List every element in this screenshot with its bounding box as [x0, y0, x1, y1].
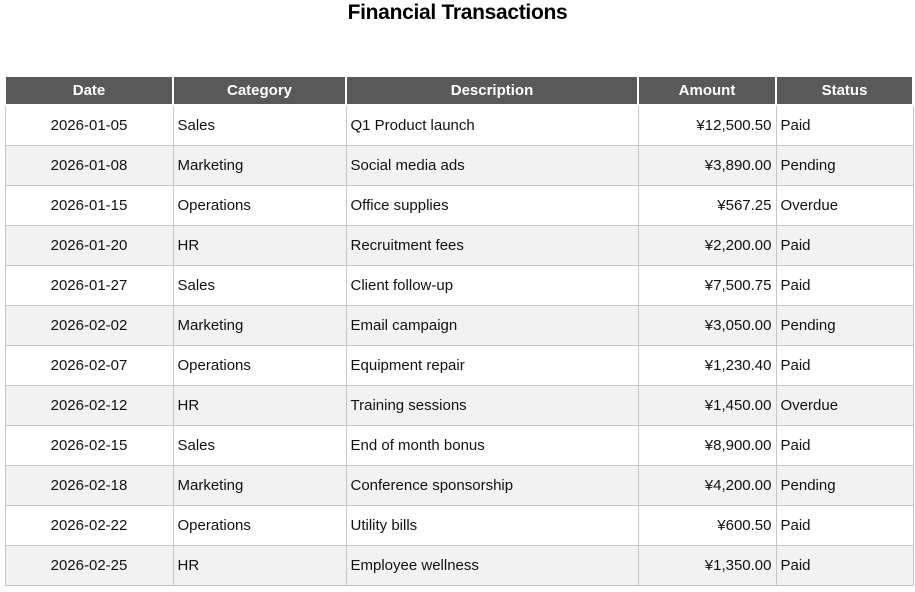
- cell-description: Conference sponsorship: [345, 465, 639, 506]
- cell-description: Training sessions: [345, 385, 639, 426]
- page-title: Financial Transactions: [347, 1, 568, 24]
- column-header-status: Status: [775, 75, 914, 106]
- cell-date: 2026-02-25: [4, 545, 174, 586]
- cell-date: 2026-02-22: [4, 505, 174, 546]
- cell-category: Marketing: [172, 305, 347, 346]
- cell-category: Operations: [172, 185, 347, 226]
- cell-category: Sales: [172, 425, 347, 466]
- cell-status: Paid: [775, 104, 914, 146]
- cell-description: Client follow-up: [345, 265, 639, 306]
- column-header-amount: Amount: [637, 75, 777, 106]
- cell-description: Utility bills: [345, 505, 639, 546]
- cell-status: Paid: [775, 505, 914, 546]
- cell-date: 2026-01-20: [4, 225, 174, 266]
- cell-amount: ¥1,350.00: [637, 545, 777, 586]
- table-row: 2026-02-07 Operations Equipment repair ¥1,2…: [4, 345, 914, 386]
- cell-status: Overdue: [775, 385, 914, 426]
- column-header-date: Date: [4, 75, 174, 106]
- column-header-description: Description: [345, 75, 639, 106]
- cell-amount: ¥3,050.00: [637, 305, 777, 346]
- table-row: 2026-02-22 Operations Utility bills ¥600.50…: [4, 505, 914, 546]
- cell-status: Paid: [775, 225, 914, 266]
- table-row: 2026-01-20 HR Recruitment fees ¥2,200.00 Pai…: [4, 225, 914, 266]
- cell-amount: ¥567.25: [637, 185, 777, 226]
- cell-amount: ¥600.50: [637, 505, 777, 546]
- cell-amount: ¥7,500.75: [637, 265, 777, 306]
- cell-status: Paid: [775, 545, 914, 586]
- table-header: Date Category Description Amount Status: [4, 75, 914, 106]
- table-body: 2026-01-05 Sales Q1 Product launch ¥12,500.…: [4, 104, 914, 586]
- cell-description: Equipment repair: [345, 345, 639, 386]
- transactions-table: Date Category Description Amount Status 2026…: [4, 75, 914, 586]
- table-row: 2026-02-12 HR Training sessions ¥1,450.00 Ov…: [4, 385, 914, 426]
- cell-category: Sales: [172, 265, 347, 306]
- cell-category: Marketing: [172, 145, 347, 186]
- cell-category: Operations: [172, 345, 347, 386]
- table-row: 2026-02-15 Sales End of month bonus ¥8,900.…: [4, 425, 914, 466]
- cell-category: HR: [172, 385, 347, 426]
- cell-date: 2026-01-08: [4, 145, 174, 186]
- cell-status: Pending: [775, 305, 914, 346]
- cell-date: 2026-02-15: [4, 425, 174, 466]
- cell-description: End of month bonus: [345, 425, 639, 466]
- cell-category: HR: [172, 545, 347, 586]
- cell-date: 2026-02-18: [4, 465, 174, 506]
- cell-amount: ¥2,200.00: [637, 225, 777, 266]
- table-row: 2026-01-15 Operations Office supplies ¥567.…: [4, 185, 914, 226]
- cell-date: 2026-02-07: [4, 345, 174, 386]
- table-row: 2026-02-02 Marketing Email campaign ¥3,050.…: [4, 305, 914, 346]
- table-row: 2026-02-25 HR Employee wellness ¥1,350.00 Pa…: [4, 545, 914, 586]
- cell-description: Employee wellness: [345, 545, 639, 586]
- column-header-category: Category: [172, 75, 347, 106]
- cell-status: Paid: [775, 345, 914, 386]
- cell-date: 2026-02-12: [4, 385, 174, 426]
- cell-date: 2026-01-05: [4, 104, 174, 146]
- table-row: 2026-01-08 Marketing Social media ads ¥3,89…: [4, 145, 914, 186]
- cell-category: Marketing: [172, 465, 347, 506]
- cell-category: HR: [172, 225, 347, 266]
- cell-status: Pending: [775, 465, 914, 506]
- cell-status: Paid: [775, 425, 914, 466]
- table-row: 2026-01-05 Sales Q1 Product launch ¥12,500.…: [4, 104, 914, 146]
- cell-status: Paid: [775, 265, 914, 306]
- cell-date: 2026-01-15: [4, 185, 174, 226]
- cell-amount: ¥3,890.00: [637, 145, 777, 186]
- cell-amount: ¥4,200.00: [637, 465, 777, 506]
- cell-amount: ¥8,900.00: [637, 425, 777, 466]
- cell-description: Recruitment fees: [345, 225, 639, 266]
- cell-description: Email campaign: [345, 305, 639, 346]
- cell-status: Pending: [775, 145, 914, 186]
- table-header-row: Date Category Description Amount Status: [4, 75, 914, 106]
- cell-category: Sales: [172, 104, 347, 146]
- table-row: 2026-02-18 Marketing Conference sponsorshi…: [4, 465, 914, 506]
- cell-date: 2026-02-02: [4, 305, 174, 346]
- cell-date: 2026-01-27: [4, 265, 174, 306]
- cell-description: Q1 Product launch: [345, 104, 639, 146]
- cell-amount: ¥1,450.00: [637, 385, 777, 426]
- cell-amount: ¥12,500.50: [637, 104, 777, 146]
- cell-description: Social media ads: [345, 145, 639, 186]
- cell-category: Operations: [172, 505, 347, 546]
- cell-status: Overdue: [775, 185, 914, 226]
- table-row: 2026-01-27 Sales Client follow-up ¥7,500.75…: [4, 265, 914, 306]
- cell-amount: ¥1,230.40: [637, 345, 777, 386]
- cell-description: Office supplies: [345, 185, 639, 226]
